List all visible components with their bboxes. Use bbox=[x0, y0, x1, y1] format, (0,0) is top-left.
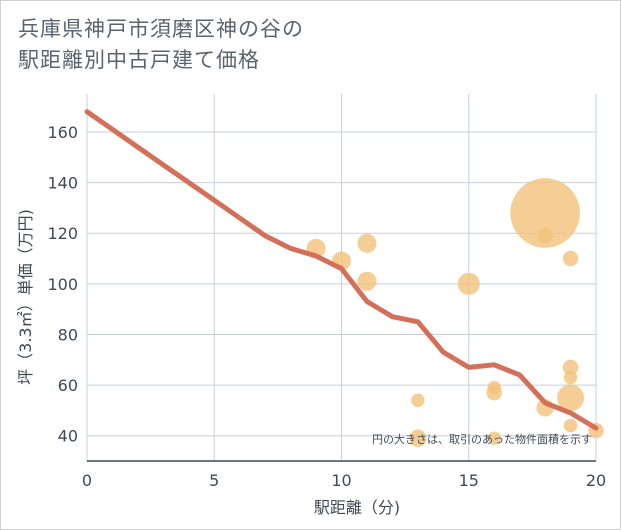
axes: 0 5 10 15 20 40 60 80 100 120 140 160 bbox=[47, 123, 606, 490]
chart-title-line-1: 兵庫県神戸市須磨区神の谷の bbox=[18, 17, 304, 41]
data-bubble bbox=[411, 393, 425, 407]
x-tick-label: 0 bbox=[82, 471, 92, 490]
bubble-series bbox=[306, 178, 604, 447]
data-bubble bbox=[562, 359, 579, 376]
x-tick-label: 15 bbox=[459, 471, 479, 490]
y-tick-label: 40 bbox=[58, 427, 78, 446]
data-bubble bbox=[409, 429, 427, 447]
data-bubble bbox=[563, 418, 578, 433]
data-bubble bbox=[457, 272, 480, 295]
x-tick-label: 5 bbox=[209, 471, 219, 490]
size-legend-note: 円の大きさは、取引のあった物件面積を示す bbox=[372, 432, 592, 446]
y-tick-label: 140 bbox=[47, 174, 78, 193]
x-axis-title: 駅距離（分) bbox=[314, 498, 400, 517]
y-axis-title: 坪（3.3㎡）単価（万円) bbox=[16, 209, 35, 385]
data-bubble bbox=[357, 233, 377, 253]
trend-line-group bbox=[84, 109, 599, 431]
trend-line bbox=[84, 109, 599, 431]
data-bubble bbox=[510, 178, 580, 248]
data-bubble bbox=[562, 250, 579, 267]
data-bubble bbox=[487, 380, 501, 395]
y-tick-label: 160 bbox=[47, 123, 78, 142]
y-tick-label: 100 bbox=[47, 275, 78, 294]
data-bubble bbox=[537, 227, 553, 244]
data-bubble bbox=[357, 271, 377, 291]
y-tick-label: 60 bbox=[58, 376, 78, 395]
chart-title-line-2: 駅距離別中古戸建て価格 bbox=[18, 48, 260, 72]
chart-title: 兵庫県神戸市須磨区神の谷の 駅距離別中古戸建て価格 bbox=[18, 14, 304, 76]
x-tick-label: 10 bbox=[331, 471, 351, 490]
y-tick-label: 80 bbox=[58, 325, 78, 344]
y-tick-label: 120 bbox=[47, 224, 78, 243]
data-bubble bbox=[487, 431, 501, 445]
data-bubble bbox=[557, 384, 585, 412]
grid-lines bbox=[86, 94, 597, 461]
x-tick-label: 20 bbox=[586, 471, 606, 490]
data-bubble bbox=[563, 370, 578, 385]
